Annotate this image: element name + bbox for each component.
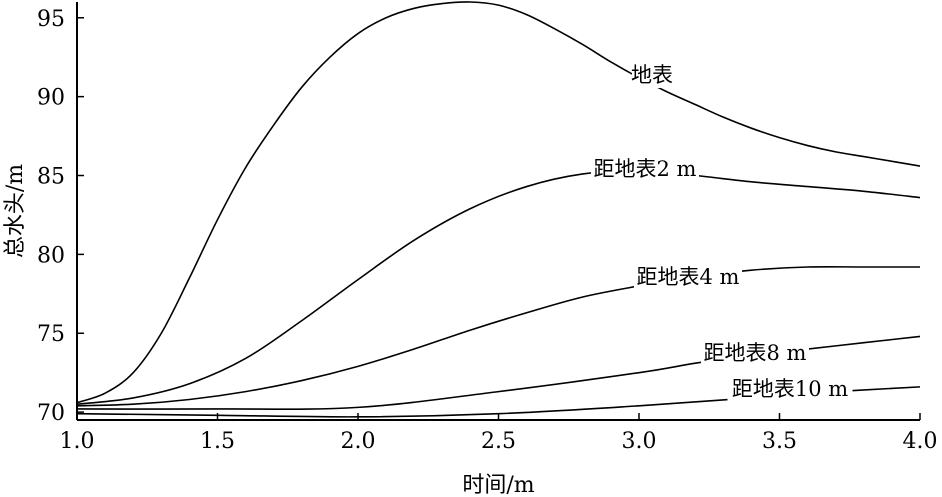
- x-tick-label: 4.0: [903, 429, 938, 454]
- y-tick-label: 80: [37, 243, 65, 268]
- series-label-bg: [591, 156, 699, 182]
- series-line: [76, 1, 921, 404]
- series-line: [76, 169, 921, 406]
- series-label-bg: [634, 264, 742, 290]
- x-tick-label: 2.5: [481, 429, 516, 454]
- series-label-bg: [727, 376, 853, 402]
- series-line: [76, 335, 921, 410]
- x-axis-title: 时间/m: [462, 473, 534, 497]
- x-tick-label: 3.0: [622, 429, 657, 454]
- x-tick-label: 2.0: [341, 429, 376, 454]
- series-line: [76, 265, 920, 407]
- series-label: 距地表10 m: [732, 377, 848, 401]
- y-tick-label: 70: [37, 401, 65, 426]
- x-tick-label: 1.5: [200, 429, 235, 454]
- series-label: 距地表4 m: [637, 265, 740, 289]
- series-label: 距地表2 m: [594, 157, 697, 181]
- y-ticks: 70 75 80 85 90 95: [37, 7, 84, 426]
- y-tick-label: 95: [37, 7, 65, 32]
- series-lines: [76, 1, 921, 418]
- y-tick-label: 90: [37, 86, 65, 111]
- x-tick-label: 3.5: [762, 429, 797, 454]
- series-label-bg: [701, 340, 809, 366]
- series-label-bg: [632, 62, 672, 88]
- x-ticks: 1.0 1.5 2.0 2.5 3.0 3.5 4.0: [60, 413, 938, 454]
- series-label: 地表: [631, 63, 673, 87]
- y-tick-label: 75: [37, 322, 65, 347]
- x-tick-label: 1.0: [60, 429, 95, 454]
- series-label: 距地表8 m: [704, 341, 807, 365]
- y-axis-title: 总水头/m: [3, 164, 28, 258]
- y-tick-label: 85: [37, 165, 65, 190]
